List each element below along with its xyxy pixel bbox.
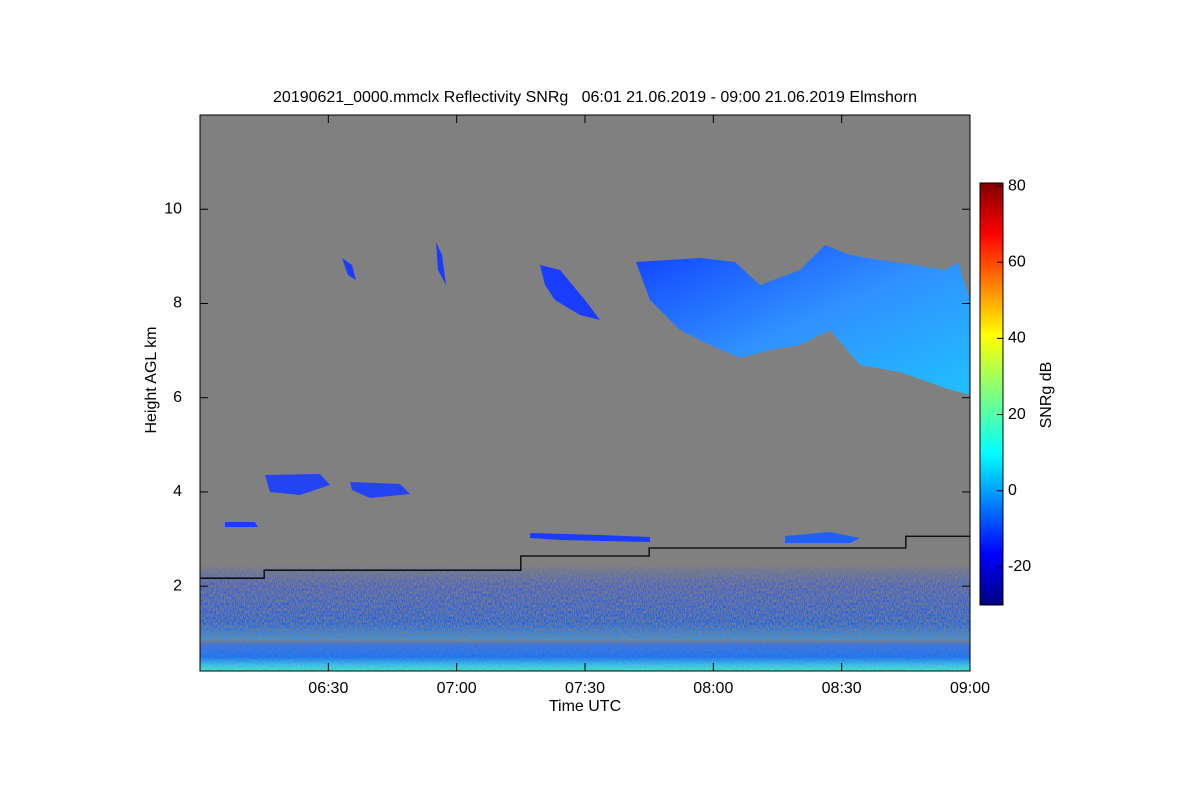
colorbar-tick-label: 80 — [1008, 177, 1026, 194]
cirrus-echo — [342, 258, 356, 280]
mid-echo — [785, 532, 860, 543]
x-axis-label: Time UTC — [549, 698, 621, 715]
cirrus-echo — [436, 242, 446, 285]
x-tick-label: 09:00 — [950, 680, 990, 697]
colorbar-label: SNRg dB — [1038, 362, 1055, 429]
x-tick-label: 08:30 — [822, 680, 862, 697]
boundary-layer-line — [200, 535, 970, 579]
plot-area — [199, 114, 971, 672]
y-tick-label: 4 — [173, 483, 182, 500]
chart-title: 20190621_0000.mmclx Reflectivity SNRg 06… — [273, 89, 917, 106]
mid-echo — [530, 533, 650, 542]
colorbar-tick-label: -20 — [1008, 558, 1031, 575]
x-tick-label: 07:30 — [565, 680, 605, 697]
y-tick-label: 6 — [173, 389, 182, 406]
cirrus-echo — [636, 245, 970, 395]
y-tick-label: 10 — [164, 200, 182, 217]
mid-echo — [350, 482, 410, 498]
colorbar — [979, 182, 1004, 606]
x-tick-label: 08:00 — [693, 680, 733, 697]
mid-echo — [225, 522, 258, 527]
y-tick-label: 2 — [173, 577, 182, 594]
colorbar-tick-label: 60 — [1008, 253, 1026, 270]
colorbar-tick-label: 0 — [1008, 482, 1017, 499]
colorbar-tick-label: 20 — [1008, 406, 1026, 423]
y-tick-label: 8 — [173, 295, 182, 312]
x-tick-label: 06:30 — [308, 680, 348, 697]
cirrus-echo — [540, 265, 600, 320]
mid-echo — [265, 474, 330, 495]
y-axis-label: Height AGL km — [143, 326, 160, 433]
colorbar-tick-label: 40 — [1008, 330, 1026, 347]
x-tick-label: 07:00 — [437, 680, 477, 697]
